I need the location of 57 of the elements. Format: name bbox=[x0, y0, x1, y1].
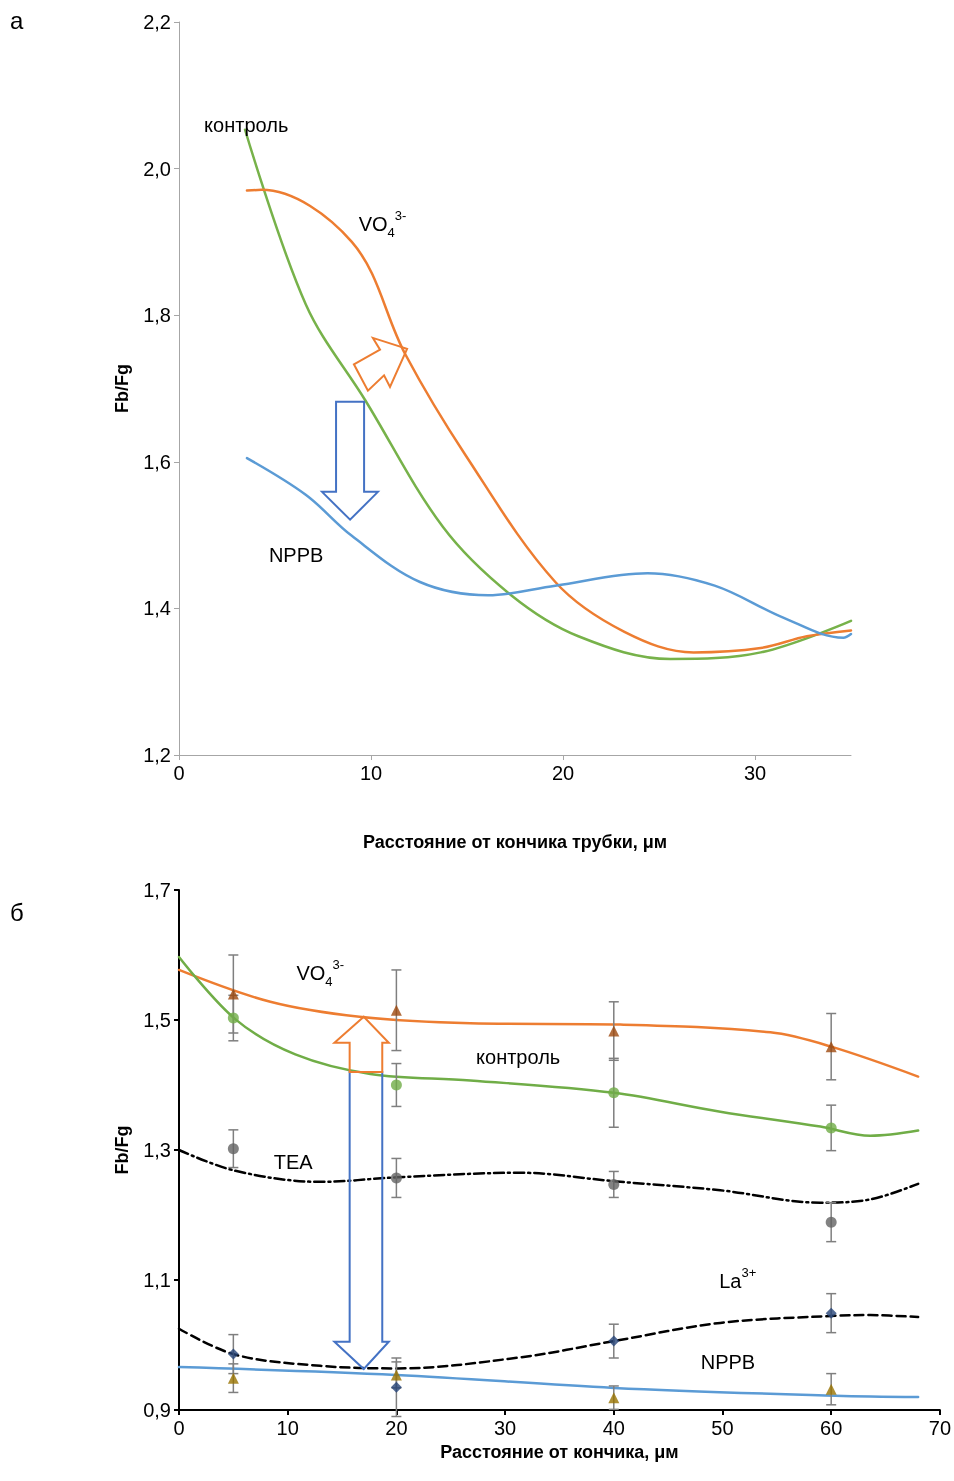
series-label: контроль bbox=[204, 114, 289, 137]
point bbox=[227, 1012, 239, 1024]
point bbox=[608, 1335, 620, 1347]
point bbox=[390, 1381, 402, 1393]
y-tick-label: 1,6 bbox=[143, 450, 171, 473]
series-label: TEA bbox=[273, 1150, 314, 1173]
y-axis-title: Fb/Fg bbox=[112, 1125, 132, 1175]
line-series bbox=[245, 456, 853, 639]
x-tick-label: 40 bbox=[602, 1417, 625, 1439]
x-axis-title: Расстояние от кончика, μм bbox=[440, 1441, 679, 1462]
x-tick-label: 30 bbox=[743, 762, 767, 784]
x-tick-label: 60 bbox=[820, 1417, 843, 1439]
x-tick-label: 50 bbox=[711, 1417, 734, 1439]
y-tick-label: 1,2 bbox=[143, 744, 171, 766]
line-series bbox=[177, 955, 920, 1137]
y-tick-label: 2,2 bbox=[143, 11, 171, 33]
series-label: контроль bbox=[476, 1046, 561, 1069]
y-tick-label: 1,1 bbox=[143, 1269, 171, 1291]
series-label: NPPB bbox=[700, 1350, 756, 1373]
text: а bbox=[10, 6, 24, 34]
point bbox=[227, 1348, 239, 1360]
point bbox=[390, 1004, 402, 1016]
point bbox=[608, 1087, 620, 1099]
y-tick-label: 0,9 bbox=[143, 1399, 171, 1421]
x-tick-label: 0 bbox=[173, 1417, 185, 1439]
x-tick-label: 70 bbox=[928, 1417, 951, 1439]
point bbox=[825, 1041, 837, 1053]
x-tick-label: 0 bbox=[173, 762, 185, 784]
y-tick-label: 2,0 bbox=[143, 157, 171, 180]
point bbox=[227, 1372, 239, 1384]
text: б bbox=[10, 898, 24, 926]
point bbox=[608, 1178, 620, 1190]
point bbox=[608, 1025, 620, 1037]
point bbox=[825, 1307, 837, 1319]
y-axis-title: Fb/Fg bbox=[112, 364, 132, 413]
point bbox=[390, 1172, 402, 1184]
x-tick-label: 20 bbox=[551, 762, 575, 784]
x-tick-label: 30 bbox=[493, 1417, 517, 1439]
point bbox=[227, 988, 239, 1000]
point bbox=[390, 1079, 402, 1091]
x-axis-title: Расстояние от кончика трубки, μм bbox=[362, 832, 668, 852]
point bbox=[390, 1369, 402, 1381]
x-tick-label: 10 bbox=[359, 762, 383, 784]
y-tick-label: 1,7 bbox=[143, 879, 171, 901]
line-series bbox=[177, 968, 920, 1078]
y-tick-label: 1,4 bbox=[143, 597, 171, 620]
point bbox=[825, 1216, 837, 1228]
x-tick-label: 20 bbox=[385, 1417, 408, 1439]
point bbox=[227, 1143, 239, 1155]
point bbox=[825, 1122, 837, 1134]
point bbox=[608, 1392, 620, 1404]
y-tick-label: 1,8 bbox=[143, 304, 171, 327]
y-tick-label: 1,3 bbox=[143, 1139, 171, 1161]
series-label: NPPB bbox=[268, 543, 324, 566]
y-tick-label: 1,5 bbox=[143, 1009, 171, 1031]
x-tick-label: 10 bbox=[276, 1417, 299, 1439]
point bbox=[825, 1383, 837, 1395]
